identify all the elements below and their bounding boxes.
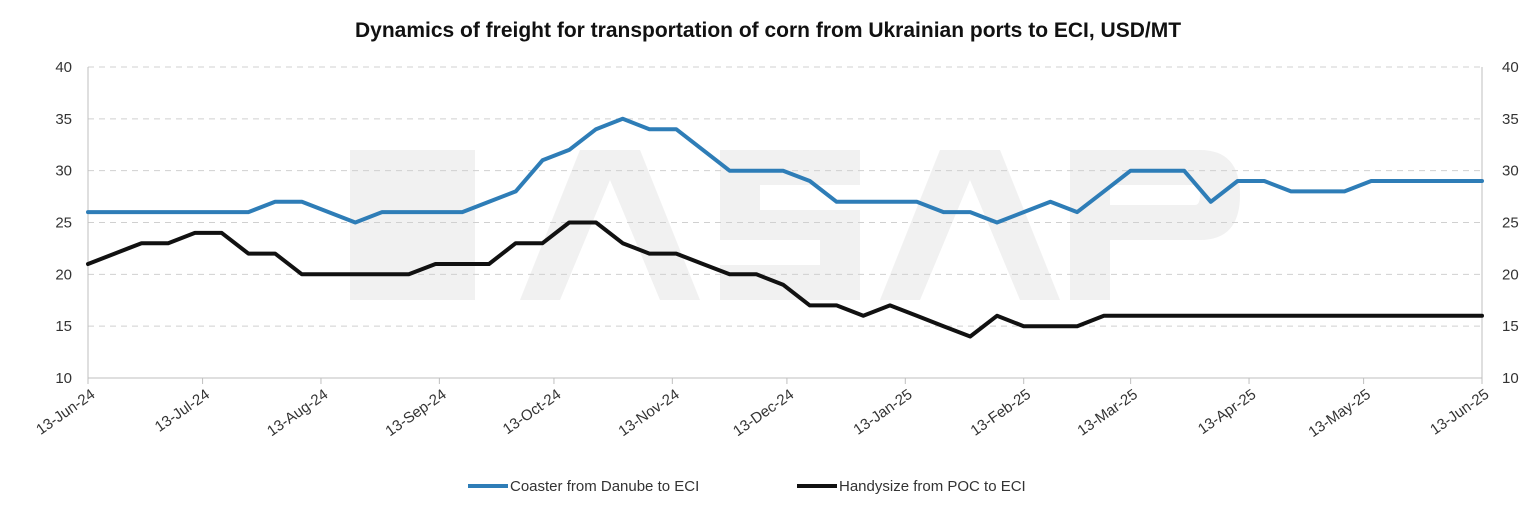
y-tick-label-right: 25 <box>1502 215 1519 232</box>
y-tick-label-right: 30 <box>1502 163 1519 180</box>
y-tick-label-right: 15 <box>1502 318 1519 335</box>
y-tick-label-left: 15 <box>55 318 72 335</box>
y-tick-label-left: 20 <box>55 266 72 283</box>
x-tick-label: 13-Nov-24 <box>615 386 682 440</box>
x-tick-label: 13-Apr-25 <box>1195 386 1259 438</box>
x-tick-label: 13-Jul-24 <box>152 386 213 436</box>
y-tick-label-right: 10 <box>1502 370 1519 387</box>
y-tick-label-left: 40 <box>55 59 72 76</box>
chart-title: Dynamics of freight for transportation o… <box>355 19 1181 42</box>
y-tick-label-left: 10 <box>55 370 72 387</box>
y-tick-label-right: 20 <box>1502 266 1519 283</box>
y-tick-label-left: 35 <box>55 111 72 128</box>
x-tick-label: 13-Sep-24 <box>382 386 449 440</box>
x-tick-label: 13-Dec-24 <box>730 386 797 440</box>
y-tick-label-right: 40 <box>1502 59 1519 76</box>
watermark-logo <box>350 150 1240 300</box>
x-tick-label: 13-Feb-25 <box>968 386 1034 440</box>
series-lines <box>86 116 1484 339</box>
y-tick-label-left: 25 <box>55 215 72 232</box>
x-tick-label: 13-Mar-25 <box>1074 386 1140 440</box>
legend: Coaster from Danube to ECI Handysize from… <box>468 478 1026 495</box>
x-tick-label: 13-Jun-24 <box>33 386 98 439</box>
x-tick-label: 13-Jun-25 <box>1427 386 1492 439</box>
legend-label: Handysize from POC to ECI <box>839 478 1026 495</box>
axes: 10 10 15 15 20 20 25 25 30 30 35 35 40 40 13-Jun-24 13-… <box>33 59 1519 441</box>
x-tick-label: 13-May-25 <box>1305 386 1373 441</box>
x-tick-label: 13-Aug-24 <box>264 386 331 440</box>
legend-label: Coaster from Danube to ECI <box>510 478 699 495</box>
series-line-coaster <box>86 116 1484 225</box>
x-tick-label: 13-Jan-25 <box>850 386 915 439</box>
series-line-handysize <box>86 220 1484 339</box>
y-tick-label-right: 35 <box>1502 111 1519 128</box>
x-tick-label: 13-Oct-24 <box>500 386 564 438</box>
y-tick-label-left: 30 <box>55 163 72 180</box>
